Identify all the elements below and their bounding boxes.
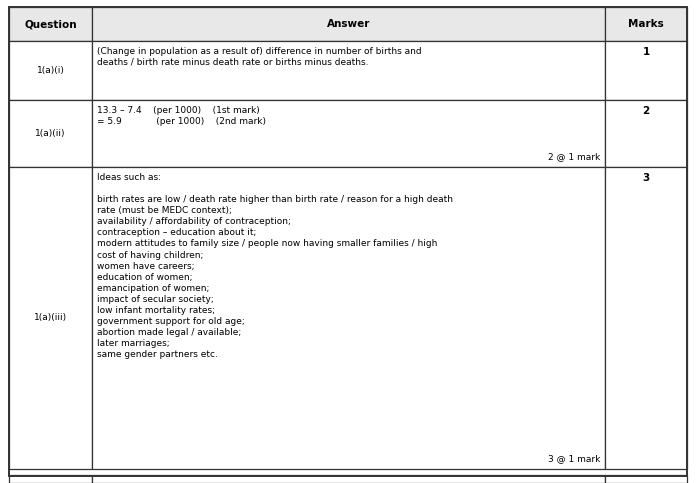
Bar [9, 7, 92, 41]
Bar [9, 100, 92, 167]
Text: (Change in population as a result of) difference in number of births and
deaths : (Change in population as a result of) di… [97, 47, 421, 67]
Text: Question: Question [24, 19, 77, 29]
Bar [92, 7, 605, 41]
Bar [92, 167, 605, 469]
Text: 2: 2 [642, 106, 649, 116]
Bar [9, 475, 92, 483]
Text: 1(a)(ii): 1(a)(ii) [35, 129, 65, 138]
Bar [92, 41, 605, 100]
Bar [605, 7, 687, 41]
Text: 3 @ 1 mark: 3 @ 1 mark [548, 454, 600, 463]
Bar [605, 41, 687, 100]
Bar [605, 475, 687, 483]
Bar [92, 100, 605, 167]
Bar [92, 475, 605, 483]
Text: 1(a)(i): 1(a)(i) [36, 66, 64, 75]
Text: 1(a)(iii): 1(a)(iii) [34, 313, 67, 322]
Text: 1: 1 [642, 47, 649, 57]
Text: Marks: Marks [628, 19, 664, 29]
Text: Ideas such as:

birth rates are low / death rate higher than birth rate / reason: Ideas such as: birth rates are low / dea… [97, 173, 452, 359]
Bar [9, 167, 92, 469]
Bar [605, 100, 687, 167]
Bar [605, 167, 687, 469]
Bar [9, 41, 92, 100]
Text: 2 @ 1 mark: 2 @ 1 mark [548, 152, 600, 161]
Text: Answer: Answer [326, 19, 370, 29]
Text: 3: 3 [642, 173, 649, 183]
Text: 13.3 – 7.4    (per 1000)    (1st mark)
= 5.9            (per 1000)    (2nd mark): 13.3 – 7.4 (per 1000) (1st mark) = 5.9 (… [97, 106, 266, 127]
